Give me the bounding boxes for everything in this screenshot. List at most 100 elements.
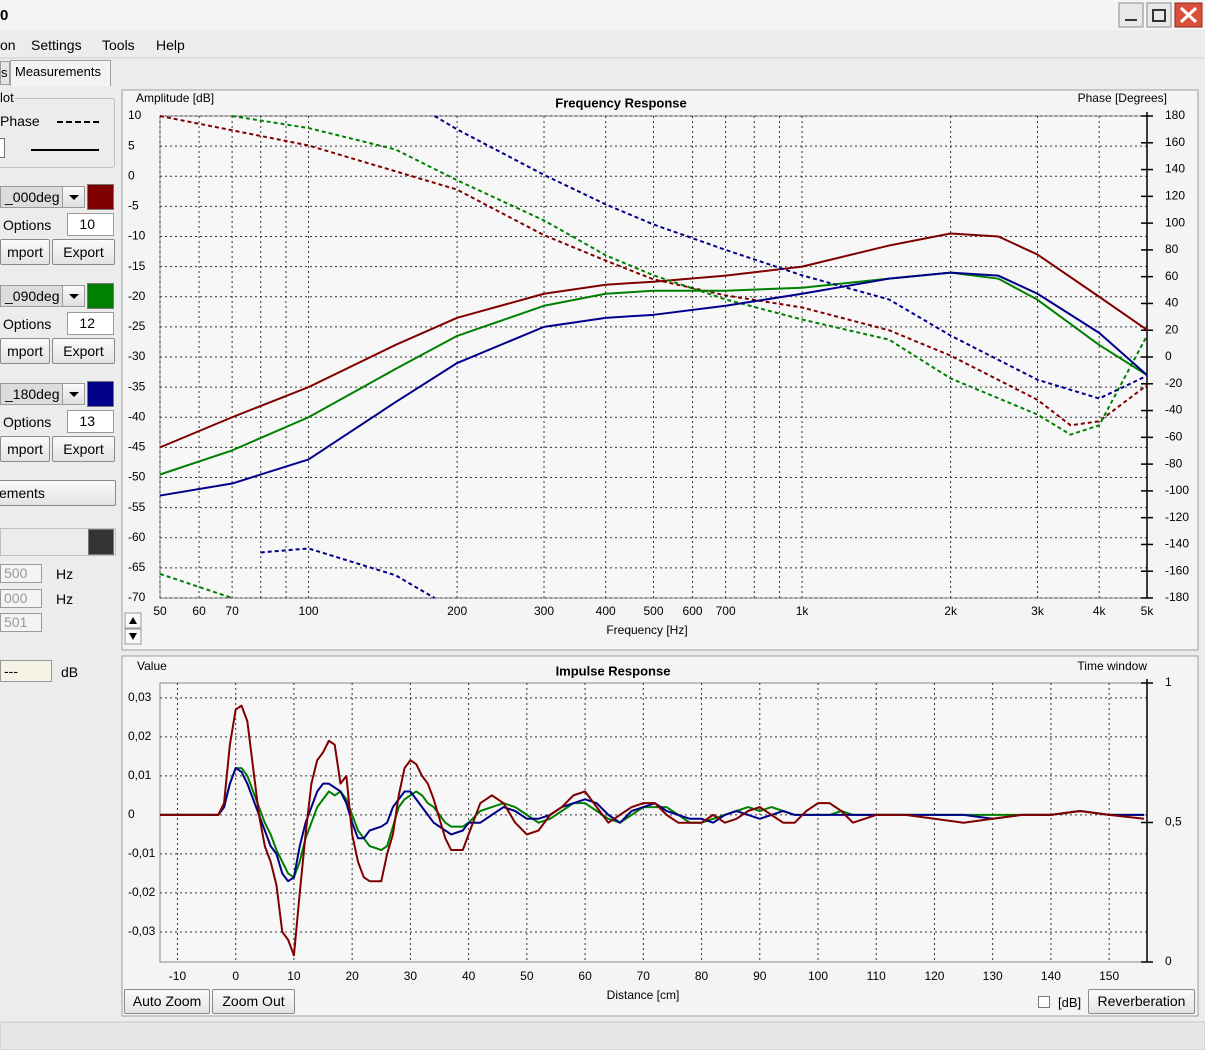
- color-swatch[interactable]: [88, 529, 114, 555]
- menu-item[interactable]: Settings: [31, 37, 82, 53]
- import-button[interactable]: mport: [0, 338, 50, 364]
- x-tick-label: 50: [520, 969, 534, 983]
- x-tick-label: 60: [192, 604, 206, 618]
- maximize-icon: [1152, 9, 1166, 22]
- scroll-up-icon: [129, 617, 137, 624]
- export-button[interactable]: Export: [52, 338, 115, 364]
- menu-item[interactable]: Tools: [102, 37, 135, 53]
- export-button[interactable]: Export: [52, 436, 115, 462]
- y2-tick-label: 180: [1165, 108, 1185, 122]
- y2-tick-label: 20: [1165, 322, 1179, 336]
- reverberation-button[interactable]: Reverberation: [1088, 989, 1195, 1014]
- amplitude-curve: [160, 767, 1145, 883]
- amplitude-curve: [159, 271, 1148, 497]
- box-sample: [0, 138, 5, 158]
- amplitude-curve: [159, 271, 1148, 476]
- y-tick-label: -10: [128, 229, 146, 243]
- db-checkbox[interactable]: [1038, 996, 1050, 1008]
- y-tick-label: 10: [128, 108, 142, 122]
- x-tick-label: 2k: [944, 604, 958, 618]
- y-tick-label: -20: [128, 289, 146, 303]
- count-spinbox[interactable]: 13: [67, 410, 114, 433]
- y-tick-label: -40: [128, 409, 146, 423]
- x-tick-label: 140: [1041, 969, 1061, 983]
- options-label: Options: [3, 316, 52, 332]
- unit-label: Hz: [56, 591, 74, 607]
- group-title: lot: [0, 90, 14, 105]
- import-button[interactable]: mport: [0, 239, 50, 265]
- title-bar: [0, 0, 1205, 30]
- y-tick-label: 5: [128, 138, 135, 152]
- measurements-button[interactable]: ements: [0, 480, 116, 506]
- minimize-button[interactable]: [1118, 2, 1144, 28]
- color-swatch[interactable]: [87, 283, 114, 309]
- y2-tick-label: -180: [1165, 590, 1189, 604]
- x-tick-label: 20: [345, 969, 359, 983]
- y-tick-label: -30: [128, 349, 146, 363]
- status-bar: [0, 1021, 1205, 1050]
- frequency-input[interactable]: 501: [0, 613, 42, 632]
- y2-tick-label: -60: [1165, 430, 1183, 444]
- x-tick-label: -10: [169, 969, 187, 983]
- y2-axis-label: Time window: [1077, 659, 1147, 673]
- color-swatch[interactable]: [87, 381, 114, 407]
- x-axis-label: Distance [cm]: [607, 988, 680, 1002]
- x-tick-label: 110: [867, 969, 886, 983]
- group-box: [0, 98, 115, 168]
- y2-tick-label: 0: [1165, 954, 1172, 968]
- group-box: [0, 528, 116, 556]
- phase-curve: [260, 115, 1148, 599]
- x-tick-label: 90: [753, 969, 767, 983]
- maximize-button[interactable]: [1146, 2, 1172, 28]
- count-spinbox[interactable]: 12: [67, 312, 114, 335]
- chart-title: Frequency Response: [555, 95, 687, 110]
- x-tick-label: 10: [287, 969, 301, 983]
- dropdown-arrow[interactable]: [62, 187, 84, 207]
- x-tick-label: 5k: [1141, 604, 1155, 618]
- y-tick-label: -35: [128, 379, 146, 393]
- options-label: Options: [3, 217, 52, 233]
- amplitude-curve: [159, 232, 1148, 449]
- auto-zoom-button[interactable]: Auto Zoom: [124, 989, 210, 1014]
- tab[interactable]: s: [0, 61, 10, 85]
- amplitude-line-sample: [31, 149, 99, 151]
- x-tick-label: 300: [534, 604, 554, 618]
- y2-tick-label: -120: [1165, 510, 1189, 524]
- y-tick-label: -0,01: [128, 846, 156, 860]
- level-input[interactable]: ---: [0, 660, 52, 682]
- dropdown-arrow[interactable]: [62, 384, 84, 404]
- zoom-out-button[interactable]: Zoom Out: [212, 989, 295, 1014]
- amplitude-curve: [160, 704, 1145, 957]
- y-axis-label: Value: [137, 659, 167, 673]
- y-tick-label: -0,02: [128, 885, 156, 899]
- window-title: 0: [0, 7, 9, 24]
- y-tick-label: -60: [128, 530, 146, 544]
- y-tick-label: 0: [128, 168, 135, 182]
- y2-tick-label: -140: [1165, 537, 1189, 551]
- y-tick-label: -0,03: [128, 924, 156, 938]
- import-button[interactable]: mport: [0, 436, 50, 462]
- y2-tick-label: 140: [1165, 162, 1185, 176]
- tab-active[interactable]: Measurements: [10, 60, 111, 86]
- export-button[interactable]: Export: [52, 239, 115, 265]
- dropdown-arrow[interactable]: [62, 286, 84, 306]
- y-tick-label: 0,01: [128, 768, 152, 782]
- x-tick-label: 4k: [1093, 604, 1107, 618]
- x-tick-label: 70: [225, 604, 239, 618]
- plot-background: [159, 682, 1148, 963]
- count-spinbox[interactable]: 10: [67, 213, 114, 236]
- y2-tick-label: -40: [1165, 403, 1183, 417]
- frequency-input[interactable]: 000: [0, 589, 42, 608]
- chart-title: Impulse Response: [556, 663, 671, 678]
- frequency-input[interactable]: 500: [0, 564, 42, 583]
- y-axis-label: Amplitude [dB]: [136, 91, 214, 105]
- color-swatch[interactable]: [87, 184, 114, 210]
- menu-item[interactable]: Help: [156, 37, 185, 53]
- y-tick-label: 0: [128, 807, 135, 821]
- menu-item[interactable]: on: [0, 37, 16, 53]
- phase-curve: [159, 115, 1148, 599]
- close-icon: [1179, 6, 1198, 24]
- y2-tick-label: 40: [1165, 296, 1179, 310]
